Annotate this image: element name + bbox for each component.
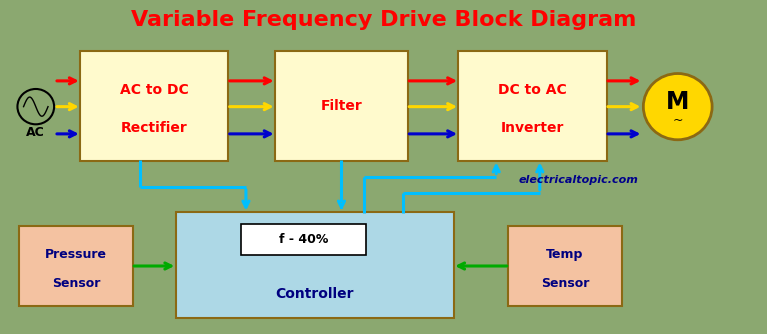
Circle shape xyxy=(18,89,54,124)
Text: Controller: Controller xyxy=(275,287,354,301)
Text: Sensor: Sensor xyxy=(51,277,100,290)
Text: AC to DC: AC to DC xyxy=(120,83,189,97)
Text: M: M xyxy=(666,90,690,114)
Text: Sensor: Sensor xyxy=(541,277,589,290)
Text: AC: AC xyxy=(26,126,45,139)
FancyBboxPatch shape xyxy=(80,51,229,161)
Text: ~: ~ xyxy=(673,113,683,126)
Text: DC to AC: DC to AC xyxy=(498,83,567,97)
FancyBboxPatch shape xyxy=(241,224,366,255)
Text: Rectifier: Rectifier xyxy=(121,121,188,135)
FancyBboxPatch shape xyxy=(459,51,607,161)
FancyBboxPatch shape xyxy=(508,226,622,306)
Text: Pressure: Pressure xyxy=(45,248,107,261)
Circle shape xyxy=(644,73,712,140)
Text: Variable Frequency Drive Block Diagram: Variable Frequency Drive Block Diagram xyxy=(131,10,636,30)
FancyBboxPatch shape xyxy=(176,212,454,318)
FancyBboxPatch shape xyxy=(275,51,408,161)
Text: Filter: Filter xyxy=(321,99,362,113)
Text: electricaltopic.com: electricaltopic.com xyxy=(518,174,638,184)
Text: f - 40%: f - 40% xyxy=(278,233,328,245)
Text: Inverter: Inverter xyxy=(501,121,565,135)
FancyBboxPatch shape xyxy=(19,226,133,306)
Text: Temp: Temp xyxy=(546,248,584,261)
